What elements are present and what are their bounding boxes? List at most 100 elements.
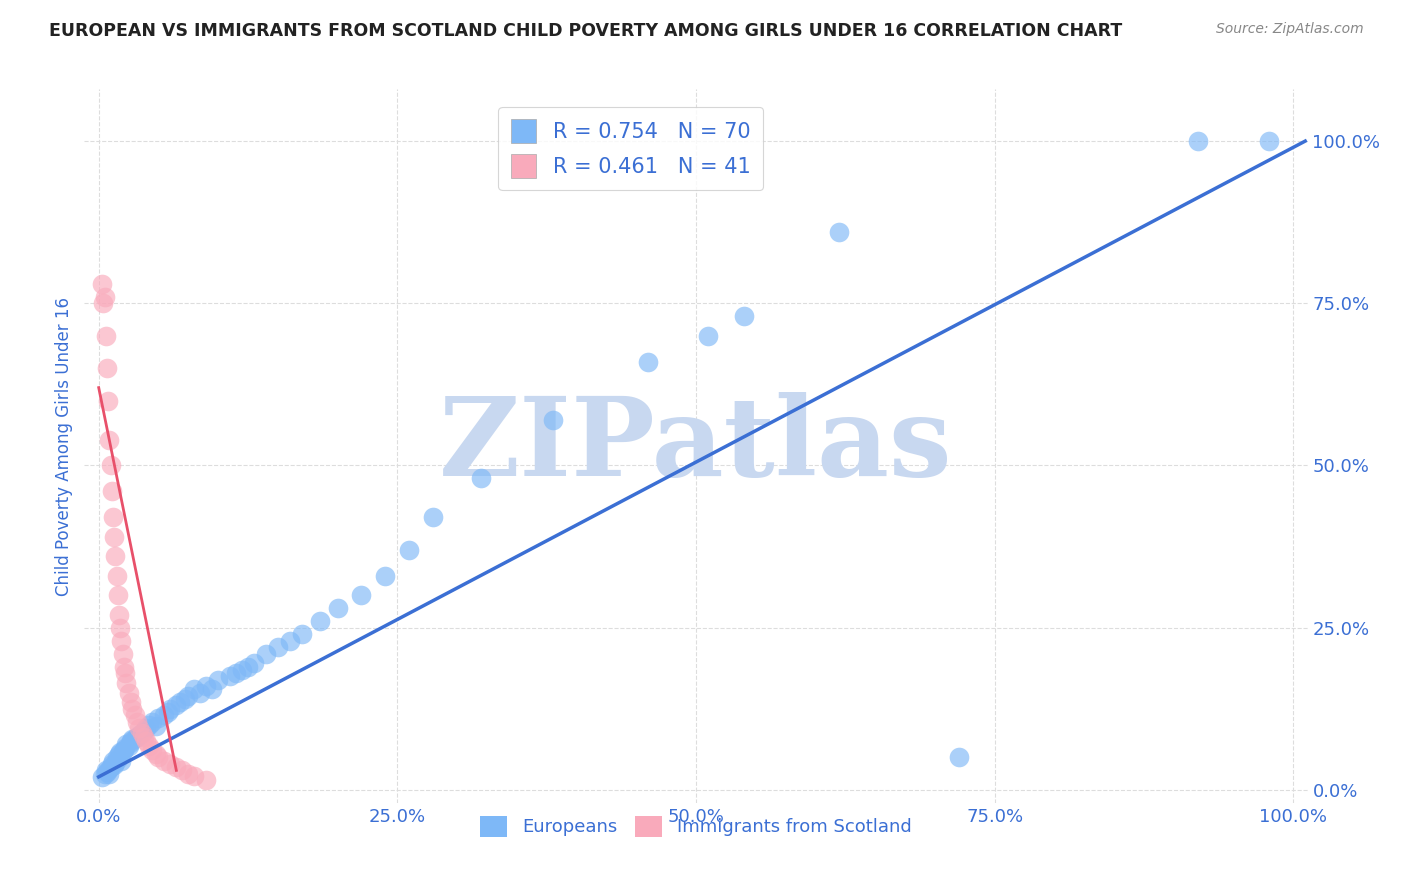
- Point: [108, 621, 131, 635]
- Point: [128, 728, 150, 742]
- Point: [120, 734, 142, 748]
- Point: [107, 588, 129, 602]
- Point: [183, 768, 205, 782]
- Point: [101, 484, 124, 499]
- Point: [1187, 134, 1209, 148]
- Point: [100, 760, 122, 774]
- Point: [165, 698, 187, 713]
- Point: [153, 754, 176, 768]
- Point: [108, 745, 131, 759]
- Point: [141, 714, 163, 729]
- Point: [231, 663, 253, 677]
- Y-axis label: Child Poverty Among Girls Under 16: Child Poverty Among Girls Under 16: [55, 296, 73, 596]
- Point: [104, 756, 127, 770]
- Point: [103, 530, 125, 544]
- Point: [153, 708, 176, 723]
- Legend: Europeans, Immigrants from Scotland: Europeans, Immigrants from Scotland: [474, 808, 918, 844]
- Point: [156, 705, 179, 719]
- Point: [101, 510, 124, 524]
- Point: [121, 702, 143, 716]
- Point: [145, 719, 167, 733]
- Point: [117, 739, 139, 753]
- Point: [118, 736, 141, 750]
- Point: [696, 328, 718, 343]
- Point: [131, 725, 153, 739]
- Point: [132, 724, 155, 739]
- Point: [103, 758, 125, 772]
- Point: [107, 752, 129, 766]
- Point: [637, 354, 659, 368]
- Point: [145, 747, 167, 761]
- Point: [267, 640, 290, 654]
- Point: [948, 750, 970, 764]
- Point: [135, 721, 157, 735]
- Point: [93, 296, 115, 310]
- Point: [183, 682, 205, 697]
- Point: [207, 673, 229, 687]
- Point: [159, 756, 181, 771]
- Point: [350, 588, 373, 602]
- Point: [104, 549, 127, 564]
- Point: [195, 773, 218, 788]
- Point: [159, 702, 181, 716]
- Point: [108, 607, 131, 622]
- Point: [117, 685, 139, 699]
- Point: [110, 754, 132, 768]
- Point: [124, 731, 146, 745]
- Point: [121, 732, 143, 747]
- Point: [112, 742, 135, 756]
- Point: [326, 601, 349, 615]
- Point: [219, 669, 242, 683]
- Point: [165, 760, 187, 774]
- Point: [243, 657, 266, 671]
- Point: [108, 747, 131, 761]
- Text: Source: ZipAtlas.com: Source: ZipAtlas.com: [1216, 22, 1364, 37]
- Point: [148, 750, 170, 764]
- Point: [100, 458, 122, 473]
- Point: [101, 754, 124, 768]
- Point: [125, 730, 148, 744]
- Point: [114, 666, 136, 681]
- Point: [195, 679, 218, 693]
- Point: [733, 310, 755, 324]
- Point: [114, 740, 136, 755]
- Point: [422, 510, 444, 524]
- Point: [148, 711, 170, 725]
- Point: [177, 689, 200, 703]
- Point: [169, 695, 191, 709]
- Point: [115, 675, 138, 690]
- Point: [115, 738, 138, 752]
- Point: [828, 225, 851, 239]
- Point: [93, 290, 115, 304]
- Point: [96, 361, 118, 376]
- Point: [110, 633, 132, 648]
- Point: [135, 734, 157, 748]
- Point: [1258, 134, 1281, 148]
- Point: [470, 471, 492, 485]
- Point: [308, 614, 330, 628]
- Point: [141, 742, 163, 756]
- Point: [98, 433, 121, 447]
- Point: [96, 764, 118, 779]
- Point: [112, 659, 135, 673]
- Point: [105, 750, 128, 764]
- Point: [98, 766, 121, 780]
- Point: [111, 647, 134, 661]
- Point: [254, 647, 277, 661]
- Point: [131, 725, 153, 739]
- Point: [132, 730, 155, 744]
- Point: [97, 764, 120, 778]
- Point: [374, 568, 396, 582]
- Point: [111, 744, 134, 758]
- Point: [188, 685, 211, 699]
- Point: [291, 627, 314, 641]
- Point: [177, 766, 200, 780]
- Point: [125, 714, 148, 729]
- Point: [91, 770, 114, 784]
- Point: [94, 328, 117, 343]
- Point: [124, 708, 146, 723]
- Point: [93, 766, 115, 780]
- Text: ZIPatlas: ZIPatlas: [439, 392, 953, 500]
- Point: [128, 721, 150, 735]
- Point: [105, 568, 128, 582]
